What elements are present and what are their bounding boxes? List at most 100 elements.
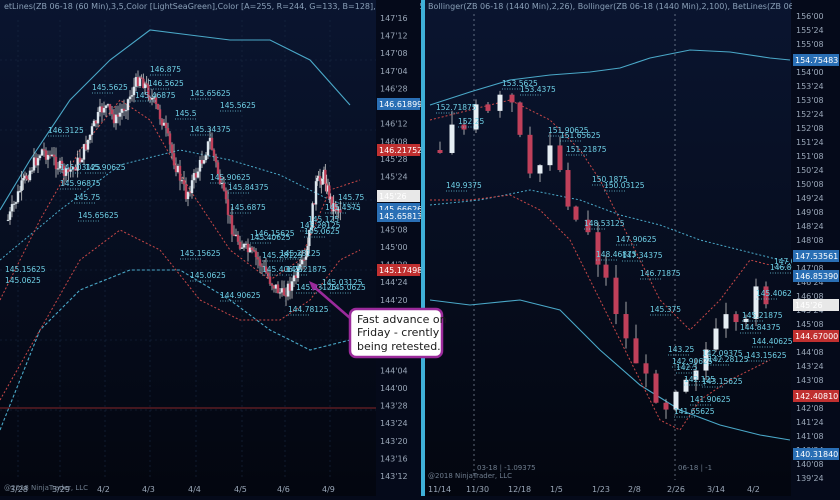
- left-candle-body: [236, 234, 240, 242]
- right-y-tick: 140'08: [796, 460, 824, 469]
- right-candle-body: [693, 370, 699, 380]
- left-candle-body: [114, 114, 118, 124]
- left-candle-body: [330, 196, 334, 212]
- left-y-tick: 147'16: [380, 14, 408, 23]
- left-candle-body: [311, 203, 314, 228]
- callout-box: [348, 307, 444, 359]
- right-y-tick: 151'24: [796, 138, 824, 147]
- right-candle-body: [437, 150, 443, 153]
- left-candle-body: [62, 166, 66, 176]
- right-level-marker: 142.125: [684, 375, 715, 384]
- left-candle-body: [168, 133, 172, 145]
- right-panel-title: Bollinger(ZB 06-18 (1440 Min),2,26), Bol…: [428, 2, 840, 11]
- right-price-badge-label: 140.31840: [795, 450, 838, 459]
- left-candles: [6, 70, 342, 306]
- left-candle-body: [56, 168, 60, 170]
- left-level-marker: 145.90625: [210, 173, 251, 182]
- right-candle-body: [723, 314, 729, 329]
- left-candle-body: [260, 265, 264, 267]
- left-level-marker: 145.34375: [190, 125, 231, 134]
- left-candle-body: [27, 179, 30, 181]
- callout-line-1: Fast advance on: [357, 313, 447, 326]
- left-candle-body: [88, 134, 92, 140]
- right-level-marker: 153.5625: [502, 79, 538, 88]
- right-y-tick: 148'24: [796, 222, 824, 231]
- left-candle-body: [30, 170, 34, 172]
- left-candle-body: [332, 203, 335, 212]
- left-candle-body: [284, 295, 288, 297]
- left-candle-body: [220, 183, 224, 185]
- left-level-marker: 145.5625: [92, 83, 128, 92]
- right-candle-body: [603, 264, 609, 278]
- left-candle-body: [42, 149, 46, 151]
- left-chart-panel: 146.875 146.5625 145.65625 145.5625 145.4687…: [0, 0, 480, 496]
- right-candle-body: [763, 286, 769, 305]
- right-y-tick: 149'08: [796, 208, 824, 217]
- right-level-marker: 141.65625: [674, 407, 715, 416]
- left-candle-body: [294, 275, 298, 278]
- right-price-badge: [793, 448, 839, 460]
- left-candle-body: [138, 77, 142, 87]
- left-level-marker: 146.3125: [48, 126, 84, 135]
- right-y-tick: 146'08: [796, 292, 824, 301]
- left-candle-body: [200, 159, 204, 164]
- left-candle-body: [58, 160, 62, 169]
- right-inner-upper-band: [429, 99, 771, 331]
- right-level-marker: 150.03125: [604, 181, 645, 190]
- left-price-badge-label: 146.61899: [379, 100, 422, 109]
- right-level-marker: 142.90625: [672, 357, 713, 366]
- left-level-marker: 145.40625: [250, 233, 291, 242]
- left-y-tick: 143'24: [380, 419, 408, 428]
- left-level-marker: 145.65625: [190, 89, 231, 98]
- left-candle-body: [256, 257, 260, 260]
- left-candle-body: [78, 157, 82, 163]
- left-price-badge: [377, 98, 420, 110]
- right-candle-body: [449, 124, 455, 153]
- left-candle-body: [38, 155, 42, 159]
- right-candle-body: [713, 328, 719, 350]
- left-candle-body: [176, 165, 180, 173]
- left-y-tick: 147'04: [380, 67, 408, 76]
- left-y-tick: 145'28: [380, 155, 408, 164]
- left-candle-body: [143, 83, 147, 89]
- panel-divider[interactable]: [421, 0, 425, 496]
- right-level-marker: 150.1875: [592, 175, 628, 184]
- left-panel-title: etLines(ZB 06-18 (60 Min),3,5,Color [Lig…: [4, 2, 480, 11]
- right-outer-lower-band: [429, 299, 791, 441]
- left-inner-lower-band: [0, 229, 361, 401]
- right-candle-body: [703, 349, 709, 371]
- right-price-badge-label: 142.40810: [795, 392, 838, 401]
- right-chart-panel: 03-18 | -1.09375 06-18 | -1 153.5625153.4…: [425, 0, 840, 496]
- right-y-tick: 143'08: [796, 376, 824, 385]
- left-candle-body: [172, 153, 176, 166]
- right-candle-body: [585, 219, 591, 233]
- right-price-badge-label: 144.67000: [795, 332, 838, 341]
- left-level-marker: 145.125: [308, 215, 339, 224]
- right-level-marker: 144.40625: [752, 337, 793, 346]
- left-candle-body: [145, 83, 148, 85]
- left-level-marker: 144.90625: [220, 291, 261, 300]
- left-y-tick: 145'08: [380, 225, 408, 234]
- right-candle-body: [643, 363, 649, 374]
- left-candle-body: [230, 215, 234, 235]
- left-price-badge-label: 145.65813: [379, 212, 422, 221]
- left-candle-body: [244, 243, 248, 245]
- left-level-marker: 145.46875: [135, 91, 176, 100]
- left-level-marker: 145.0625: [330, 283, 366, 292]
- left-candle-body: [300, 259, 304, 265]
- right-level-marker: 151.21875: [566, 145, 607, 154]
- left-candle-body: [25, 175, 28, 180]
- right-level-marker: 145.375: [650, 305, 681, 314]
- right-x-tick: 2/26: [667, 485, 685, 494]
- left-candle-body: [206, 141, 210, 156]
- left-level-marker: 145.03125: [60, 163, 101, 172]
- left-candle-body: [52, 154, 56, 157]
- right-x-tick: 1/5: [550, 485, 563, 494]
- left-y-tick: 144'20: [380, 296, 408, 305]
- left-candle-body: [226, 199, 230, 215]
- right-x-tick: 2/8: [628, 485, 641, 494]
- left-candle-body: [60, 160, 64, 167]
- right-price-badge: [793, 330, 839, 342]
- callout-arrow-head: [309, 281, 318, 291]
- right-level-marker: 142.09375: [702, 349, 743, 358]
